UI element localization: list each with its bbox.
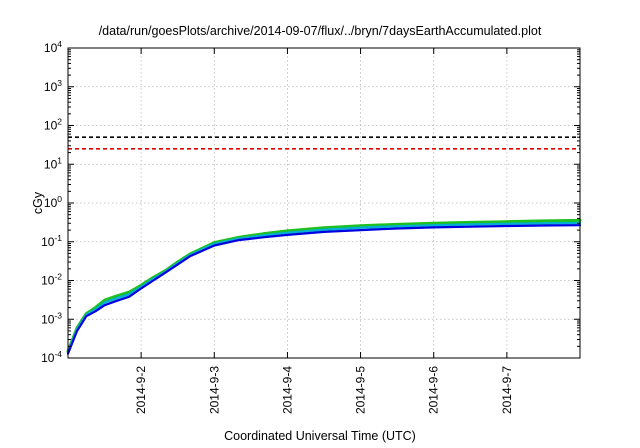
x-axis-label: Coordinated Universal Time (UTC) (224, 429, 416, 443)
y-tick-label: 10-1 (41, 233, 62, 249)
chart-title: /data/run/goesPlots/archive/2014-09-07/f… (99, 24, 542, 38)
x-tick-label: 2014-9-2 (134, 366, 148, 414)
y-tick-label: 104 (44, 39, 62, 55)
grid-lines (68, 48, 580, 358)
x-axis-tick-labels: 2014-9-2 2014-9-3 2014-9-4 2014-9-5 2014-9-6… (134, 366, 514, 414)
x-tick-label: 2014-9-6 (427, 366, 441, 414)
data-series (66, 218, 582, 355)
y-axis-label: cGy (31, 191, 45, 214)
x-tick-label: 2014-9-7 (500, 366, 514, 414)
axis-ticks (68, 47, 580, 359)
series-line (66, 221, 582, 354)
reference-lines (68, 136, 580, 150)
x-tick-label: 2014-9-4 (280, 366, 294, 414)
y-tick-label: 10-3 (41, 310, 62, 326)
y-tick-label: 103 (44, 78, 62, 94)
y-tick-label: 100 (44, 194, 62, 210)
series-line (66, 224, 582, 355)
y-tick-label: 10-2 (41, 272, 62, 288)
y-tick-label: 10-4 (41, 349, 62, 365)
y-tick-label: 102 (44, 117, 62, 133)
x-tick-label: 2014-9-3 (207, 366, 221, 414)
x-tick-label: 2014-9-5 (354, 366, 368, 414)
y-tick-label: 101 (44, 155, 62, 171)
